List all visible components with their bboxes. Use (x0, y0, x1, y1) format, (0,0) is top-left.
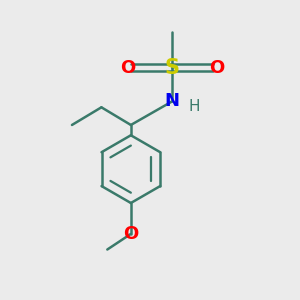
Text: O: O (208, 58, 224, 76)
Text: S: S (165, 58, 180, 78)
Text: O: O (123, 225, 139, 243)
Text: H: H (188, 99, 200, 114)
Text: O: O (120, 58, 136, 76)
Text: N: N (165, 92, 180, 110)
